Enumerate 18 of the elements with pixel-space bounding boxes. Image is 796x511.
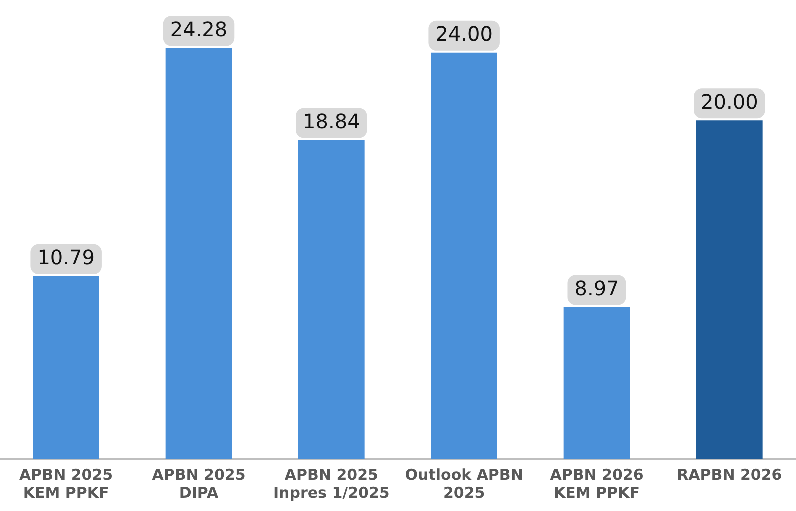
x-tick-label: APBN 2025 Inpres 1/2025 bbox=[273, 466, 390, 502]
data-label: 8.97 bbox=[574, 276, 620, 300]
data-label: 24.00 bbox=[436, 22, 493, 46]
data-label: 24.28 bbox=[170, 17, 228, 42]
bar bbox=[696, 120, 763, 459]
bar bbox=[431, 52, 498, 459]
x-tick-label: APBN 2026 KEM PPKF bbox=[550, 466, 644, 502]
x-tick-label: APBN 2025 KEM PPKF bbox=[20, 466, 114, 502]
bar bbox=[564, 307, 630, 459]
data-label: 20.00 bbox=[701, 90, 758, 114]
bar bbox=[166, 48, 232, 459]
x-tick-label: Outlook APBN 2025 bbox=[405, 466, 524, 502]
x-tick-label: RAPBN 2026 bbox=[677, 466, 782, 484]
bar bbox=[298, 140, 365, 459]
data-label: 10.79 bbox=[38, 246, 95, 270]
x-tick-label: APBN 2025 DIPA bbox=[152, 466, 246, 502]
data-label: 18.84 bbox=[303, 109, 360, 134]
bar bbox=[33, 276, 100, 459]
